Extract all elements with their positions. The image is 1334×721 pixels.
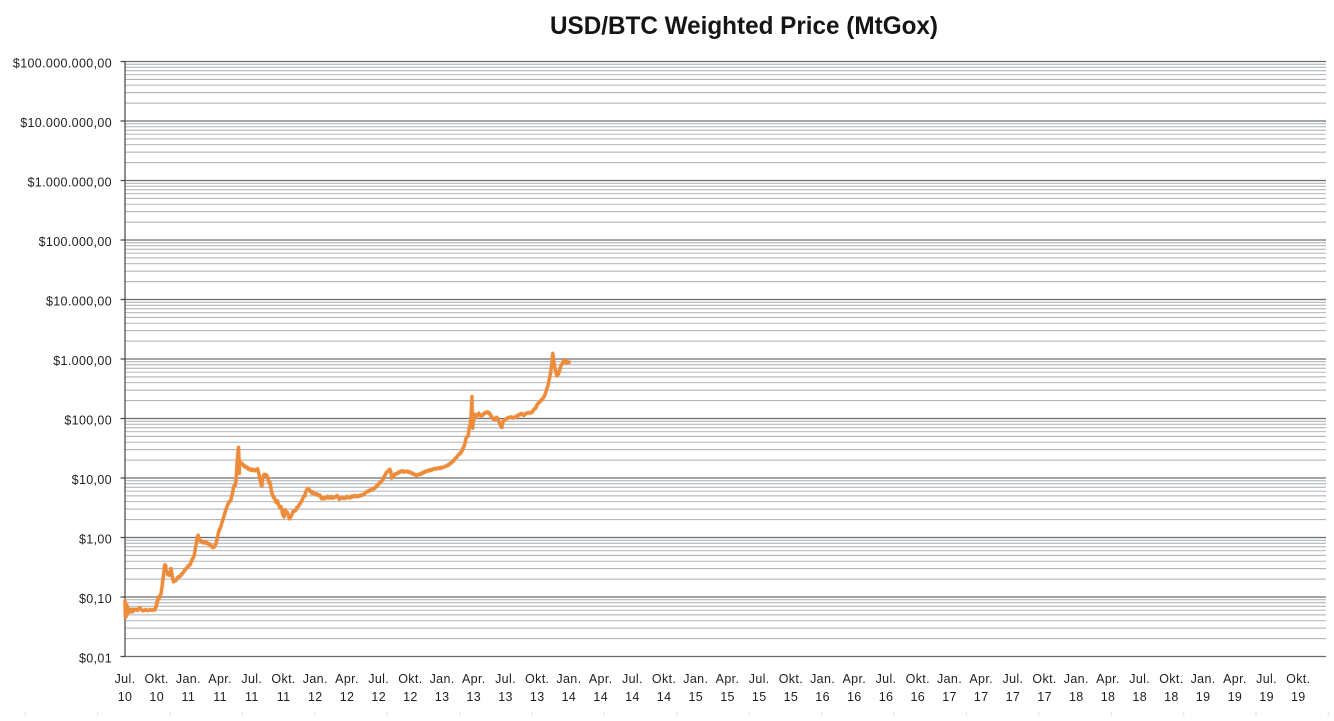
svg-text:Apr.: Apr. <box>969 672 993 686</box>
svg-text:Jan.: Jan. <box>176 672 201 686</box>
svg-text:Apr.: Apr. <box>462 672 486 686</box>
svg-text:Jan.: Jan. <box>303 672 328 686</box>
svg-text:15: 15 <box>784 690 799 704</box>
svg-text:Jan.: Jan. <box>1191 672 1216 686</box>
svg-text:14: 14 <box>593 690 608 704</box>
svg-text:15: 15 <box>752 690 767 704</box>
svg-text:12: 12 <box>308 690 323 704</box>
svg-text:11: 11 <box>277 690 291 704</box>
svg-text:Jan.: Jan. <box>430 672 455 686</box>
svg-text:Jul.: Jul. <box>622 672 643 686</box>
svg-text:14: 14 <box>562 690 577 704</box>
svg-text:Okt.: Okt. <box>271 672 295 686</box>
svg-text:Apr.: Apr. <box>335 672 359 686</box>
svg-text:10: 10 <box>149 690 164 704</box>
svg-text:19: 19 <box>1291 690 1306 704</box>
svg-text:Okt.: Okt. <box>1286 672 1310 686</box>
svg-text:18: 18 <box>1132 690 1147 704</box>
svg-text:19: 19 <box>1259 690 1274 704</box>
svg-text:Apr.: Apr. <box>842 672 866 686</box>
svg-text:16: 16 <box>847 690 862 704</box>
svg-text:USD/BTC Weighted Price (MtGox): USD/BTC Weighted Price (MtGox) <box>550 13 938 40</box>
svg-text:Apr.: Apr. <box>589 672 613 686</box>
svg-text:15: 15 <box>720 690 735 704</box>
svg-text:18: 18 <box>1101 690 1116 704</box>
svg-text:12: 12 <box>371 690 386 704</box>
svg-text:Jul.: Jul. <box>495 672 516 686</box>
svg-text:14: 14 <box>625 690 640 704</box>
svg-text:10: 10 <box>118 690 133 704</box>
svg-text:Okt.: Okt. <box>145 672 169 686</box>
svg-text:11: 11 <box>213 690 227 704</box>
svg-text:Okt.: Okt. <box>398 672 422 686</box>
svg-text:19: 19 <box>1228 690 1243 704</box>
svg-text:17: 17 <box>1037 690 1052 704</box>
svg-text:Apr.: Apr. <box>1096 672 1120 686</box>
svg-text:Jul.: Jul. <box>115 672 136 686</box>
svg-text:Jul.: Jul. <box>749 672 770 686</box>
svg-text:Jan.: Jan. <box>683 672 708 686</box>
svg-text:12: 12 <box>403 690 418 704</box>
svg-text:Okt.: Okt. <box>652 672 676 686</box>
svg-text:Jul.: Jul. <box>241 672 262 686</box>
svg-text:18: 18 <box>1164 690 1179 704</box>
svg-text:13: 13 <box>435 690 450 704</box>
svg-text:Jul.: Jul. <box>368 672 389 686</box>
svg-text:$1.000,00: $1.000,00 <box>53 354 112 368</box>
svg-text:Okt.: Okt. <box>525 672 549 686</box>
svg-text:$10,00: $10,00 <box>72 473 112 487</box>
svg-text:18: 18 <box>1069 690 1084 704</box>
svg-text:Jan.: Jan. <box>937 672 962 686</box>
svg-text:Okt.: Okt. <box>1159 672 1183 686</box>
svg-text:$10.000,00: $10.000,00 <box>46 294 112 308</box>
svg-text:16: 16 <box>815 690 830 704</box>
svg-text:Okt.: Okt. <box>1032 672 1056 686</box>
svg-text:16: 16 <box>879 690 894 704</box>
svg-text:11: 11 <box>182 690 196 704</box>
svg-text:$100.000.000,00: $100.000.000,00 <box>13 56 112 70</box>
svg-text:17: 17 <box>1006 690 1021 704</box>
svg-text:Apr.: Apr. <box>208 672 232 686</box>
svg-text:$1,00: $1,00 <box>79 532 112 546</box>
svg-text:Jul.: Jul. <box>876 672 897 686</box>
svg-text:Jul.: Jul. <box>1002 672 1023 686</box>
svg-text:Jan.: Jan. <box>556 672 581 686</box>
svg-text:12: 12 <box>340 690 355 704</box>
svg-text:13: 13 <box>530 690 545 704</box>
svg-text:Jan.: Jan. <box>810 672 835 686</box>
svg-text:$100,00: $100,00 <box>64 413 112 427</box>
svg-text:Okt.: Okt. <box>779 672 803 686</box>
svg-text:$10.000.000,00: $10.000.000,00 <box>20 116 112 130</box>
svg-text:11: 11 <box>245 690 259 704</box>
svg-text:13: 13 <box>466 690 481 704</box>
svg-text:17: 17 <box>942 690 957 704</box>
svg-text:19: 19 <box>1196 690 1211 704</box>
svg-text:Jul.: Jul. <box>1256 672 1277 686</box>
svg-text:Okt.: Okt. <box>906 672 930 686</box>
svg-text:13: 13 <box>498 690 513 704</box>
svg-text:$0,01: $0,01 <box>79 651 112 665</box>
svg-text:Jul.: Jul. <box>1129 672 1150 686</box>
svg-text:Jan.: Jan. <box>1064 672 1089 686</box>
svg-text:Apr.: Apr. <box>716 672 740 686</box>
svg-text:17: 17 <box>974 690 989 704</box>
svg-text:$100.000,00: $100.000,00 <box>39 235 112 249</box>
svg-text:$0,10: $0,10 <box>79 592 112 606</box>
svg-text:16: 16 <box>910 690 925 704</box>
svg-text:$1.000.000,00: $1.000.000,00 <box>28 175 113 189</box>
svg-text:15: 15 <box>688 690 703 704</box>
svg-text:Apr.: Apr. <box>1223 672 1247 686</box>
svg-text:14: 14 <box>657 690 672 704</box>
